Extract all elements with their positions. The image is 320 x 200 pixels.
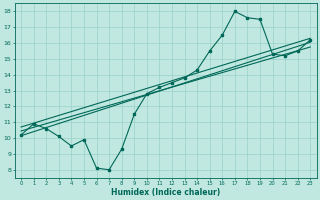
X-axis label: Humidex (Indice chaleur): Humidex (Indice chaleur) <box>111 188 220 197</box>
